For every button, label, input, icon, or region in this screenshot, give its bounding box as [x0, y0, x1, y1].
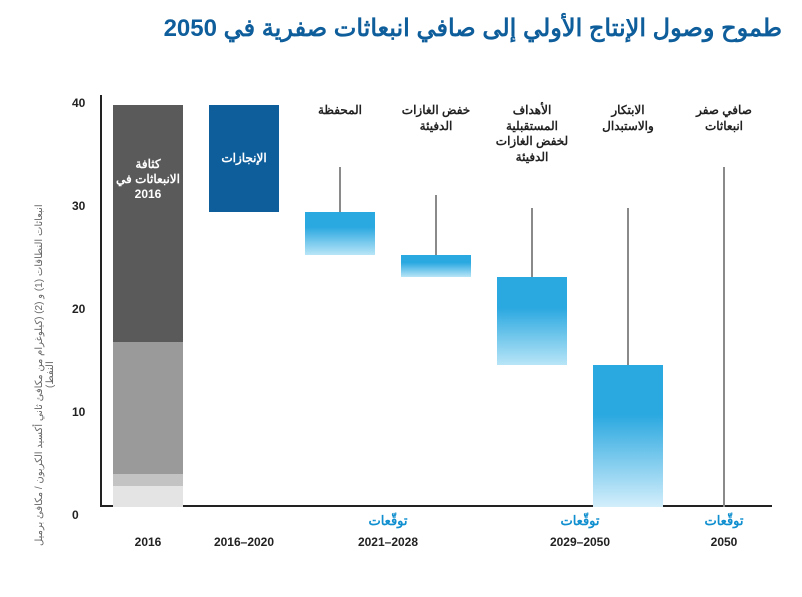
plot-area: 010203040كثافة الانبعاثات في 2016الإنجاز…: [100, 95, 772, 507]
baseline-seg: [113, 474, 182, 486]
future-bar: [497, 277, 566, 365]
ghg-toplabel: خفض الغازات الدفيئة: [395, 103, 476, 134]
x-label-p2016_2020: 2016–2020: [209, 535, 278, 549]
netzero-toplabel: صافي صفر انبعاثات: [683, 103, 764, 134]
x-label-p2016: 2016: [113, 535, 182, 549]
y-axis-label: انبعاثات النطاقات (1) و (2) (كيلوغرام من…: [34, 195, 56, 555]
netzero-range: [723, 167, 725, 507]
y-tick: 30: [72, 199, 85, 213]
baseline-seg: [113, 105, 182, 342]
y-tick: 40: [72, 96, 85, 110]
forecast-p2029_2050: توقّعات: [497, 513, 662, 529]
portfolio-toplabel: المحفظة: [299, 103, 380, 119]
baseline-seg: [113, 342, 182, 474]
x-axis: [100, 505, 772, 507]
baseline-seg: [113, 486, 182, 507]
baseline-label: كثافة الانبعاثات في 2016: [113, 157, 182, 202]
chart-title: طموح وصول الإنتاج الأولي إلى صافي انبعاث…: [20, 14, 782, 43]
forecast-p2021_2028: توقّعات: [305, 513, 470, 529]
innov-bar: [593, 365, 662, 507]
innov-toplabel: الابتكار والاستبدال: [587, 103, 668, 134]
chart: انبعاثات النطاقات (1) و (2) (كيلوغرام من…: [30, 95, 782, 567]
portfolio-bar: [305, 212, 374, 254]
page: طموح وصول الإنتاج الأولي إلى صافي انبعاث…: [0, 0, 802, 597]
x-label-p2050: 2050: [689, 535, 758, 549]
future-toplabel: الأهداف المستقبلية لخفض الغازات الدفيئة: [491, 103, 572, 165]
ghg-bar: [401, 255, 470, 278]
x-label-p2021_2028: 2021–2028: [305, 535, 470, 549]
achievements-label: الإنجازات: [209, 151, 278, 166]
y-tick: 0: [72, 508, 79, 522]
forecast-p2050: توقّعات: [689, 513, 758, 529]
y-tick: 10: [72, 405, 85, 419]
y-axis: [100, 95, 102, 507]
y-tick: 20: [72, 302, 85, 316]
x-label-p2029_2050: 2029–2050: [497, 535, 662, 549]
